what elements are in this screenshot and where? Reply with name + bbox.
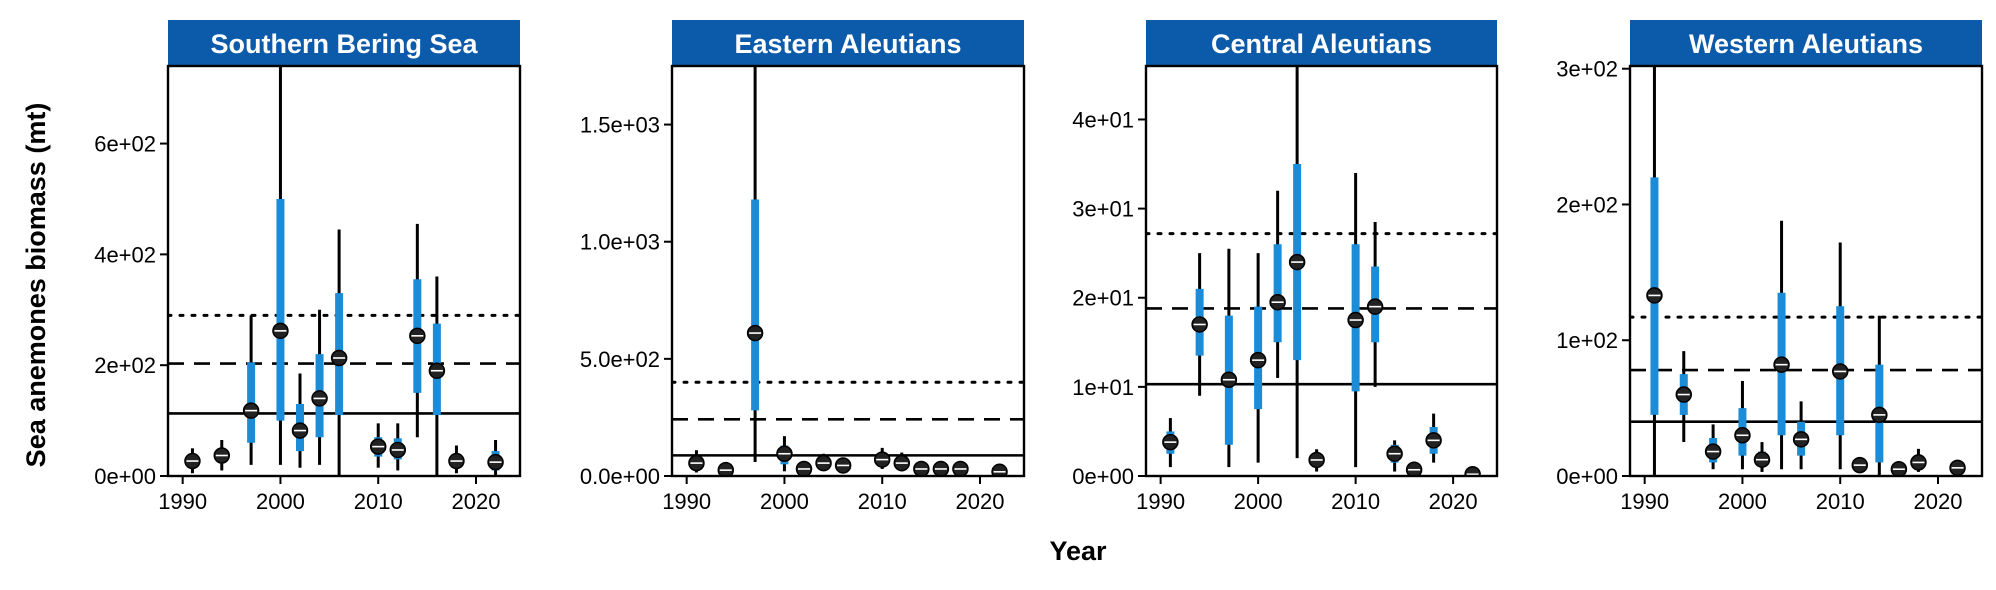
x-tick-label: 2000 — [256, 489, 305, 514]
panel-border — [670, 64, 1026, 478]
y-tick-label: 3e+01 — [1072, 197, 1134, 222]
y-axis-title: Sea anemones biomass (mt) — [21, 103, 51, 468]
data-point — [991, 463, 1008, 476]
y-tick-label: 2e+01 — [1072, 286, 1134, 311]
facet-strip — [672, 20, 1024, 66]
x-tick-label: 2010 — [1816, 489, 1865, 514]
y-tick-label: 0e+00 — [1556, 464, 1618, 489]
x-tick-label: 2000 — [760, 489, 809, 514]
panel-border — [1628, 64, 1984, 478]
x-tick-label: 1990 — [1620, 489, 1669, 514]
y-tick-label: 6e+02 — [94, 132, 156, 157]
y-tick-label: 0e+00 — [1072, 464, 1134, 489]
facet-title: Eastern Aleutians — [734, 29, 961, 59]
x-tick-label: 2000 — [1234, 489, 1283, 514]
y-tick-label: 1.5e+03 — [580, 113, 660, 138]
data-point — [717, 461, 735, 476]
x-tick-label: 2020 — [452, 489, 501, 514]
panels: Southern Bering Sea 0e+00 2e+02 4e+02 6e+02 1… — [94, 20, 1984, 514]
x-tick-label: 2010 — [858, 489, 907, 514]
x-tick-label: 2000 — [1718, 489, 1767, 514]
x-tick-label: 2020 — [1429, 489, 1478, 514]
plot-area — [1630, 66, 1982, 476]
y-tick-label: 4e+01 — [1072, 107, 1134, 132]
panel-3: Central Aleutians 0e+00 1e+01 2e+01 3e+01 4e+… — [1072, 20, 1499, 514]
y-tick-label: 2e+02 — [1556, 192, 1618, 217]
plot-area — [1146, 66, 1497, 476]
plot-area — [168, 66, 520, 476]
y-tick-label: 5.0e+02 — [580, 347, 660, 372]
x-tick-label: 2020 — [956, 489, 1005, 514]
x-tick-label: 2020 — [1914, 489, 1963, 514]
panel-1: Southern Bering Sea 0e+00 2e+02 4e+02 6e+02 1… — [94, 20, 522, 514]
panel-4: Western Aleutians 0e+00 1e+02 2e+02 3e+02 199… — [1556, 20, 1984, 514]
panel-border — [166, 64, 522, 478]
x-tick-label: 2010 — [354, 489, 403, 514]
x-tick-label: 1990 — [158, 489, 207, 514]
y-tick-label: 1.0e+03 — [580, 230, 660, 255]
y-tick-label: 3e+02 — [1556, 57, 1618, 82]
panel-2: Eastern Aleutians 0.0e+00 5.0e+02 1.0e+03 1.… — [580, 20, 1026, 514]
x-tick-label: 1990 — [662, 489, 711, 514]
y-tick-label: 0e+00 — [94, 464, 156, 489]
y-tick-label: 0.0e+00 — [580, 464, 660, 489]
x-tick-label: 2010 — [1331, 489, 1380, 514]
facet-title: Central Aleutians — [1211, 29, 1432, 59]
x-tick-label: 1990 — [1136, 489, 1185, 514]
plot-area — [672, 66, 1024, 476]
y-tick-label: 4e+02 — [94, 242, 156, 267]
y-tick-label: 1e+02 — [1556, 328, 1618, 353]
facet-title: Western Aleutians — [1689, 29, 1923, 59]
x-axis-title: Year — [1049, 536, 1107, 566]
y-tick-label: 2e+02 — [94, 353, 156, 378]
panel-border — [1144, 64, 1499, 478]
facet-title: Southern Bering Sea — [210, 29, 478, 59]
facet-strip — [168, 20, 520, 66]
facet-strip — [1630, 20, 1982, 66]
facet-strip — [1146, 20, 1497, 66]
y-tick-label: 1e+01 — [1072, 375, 1134, 400]
